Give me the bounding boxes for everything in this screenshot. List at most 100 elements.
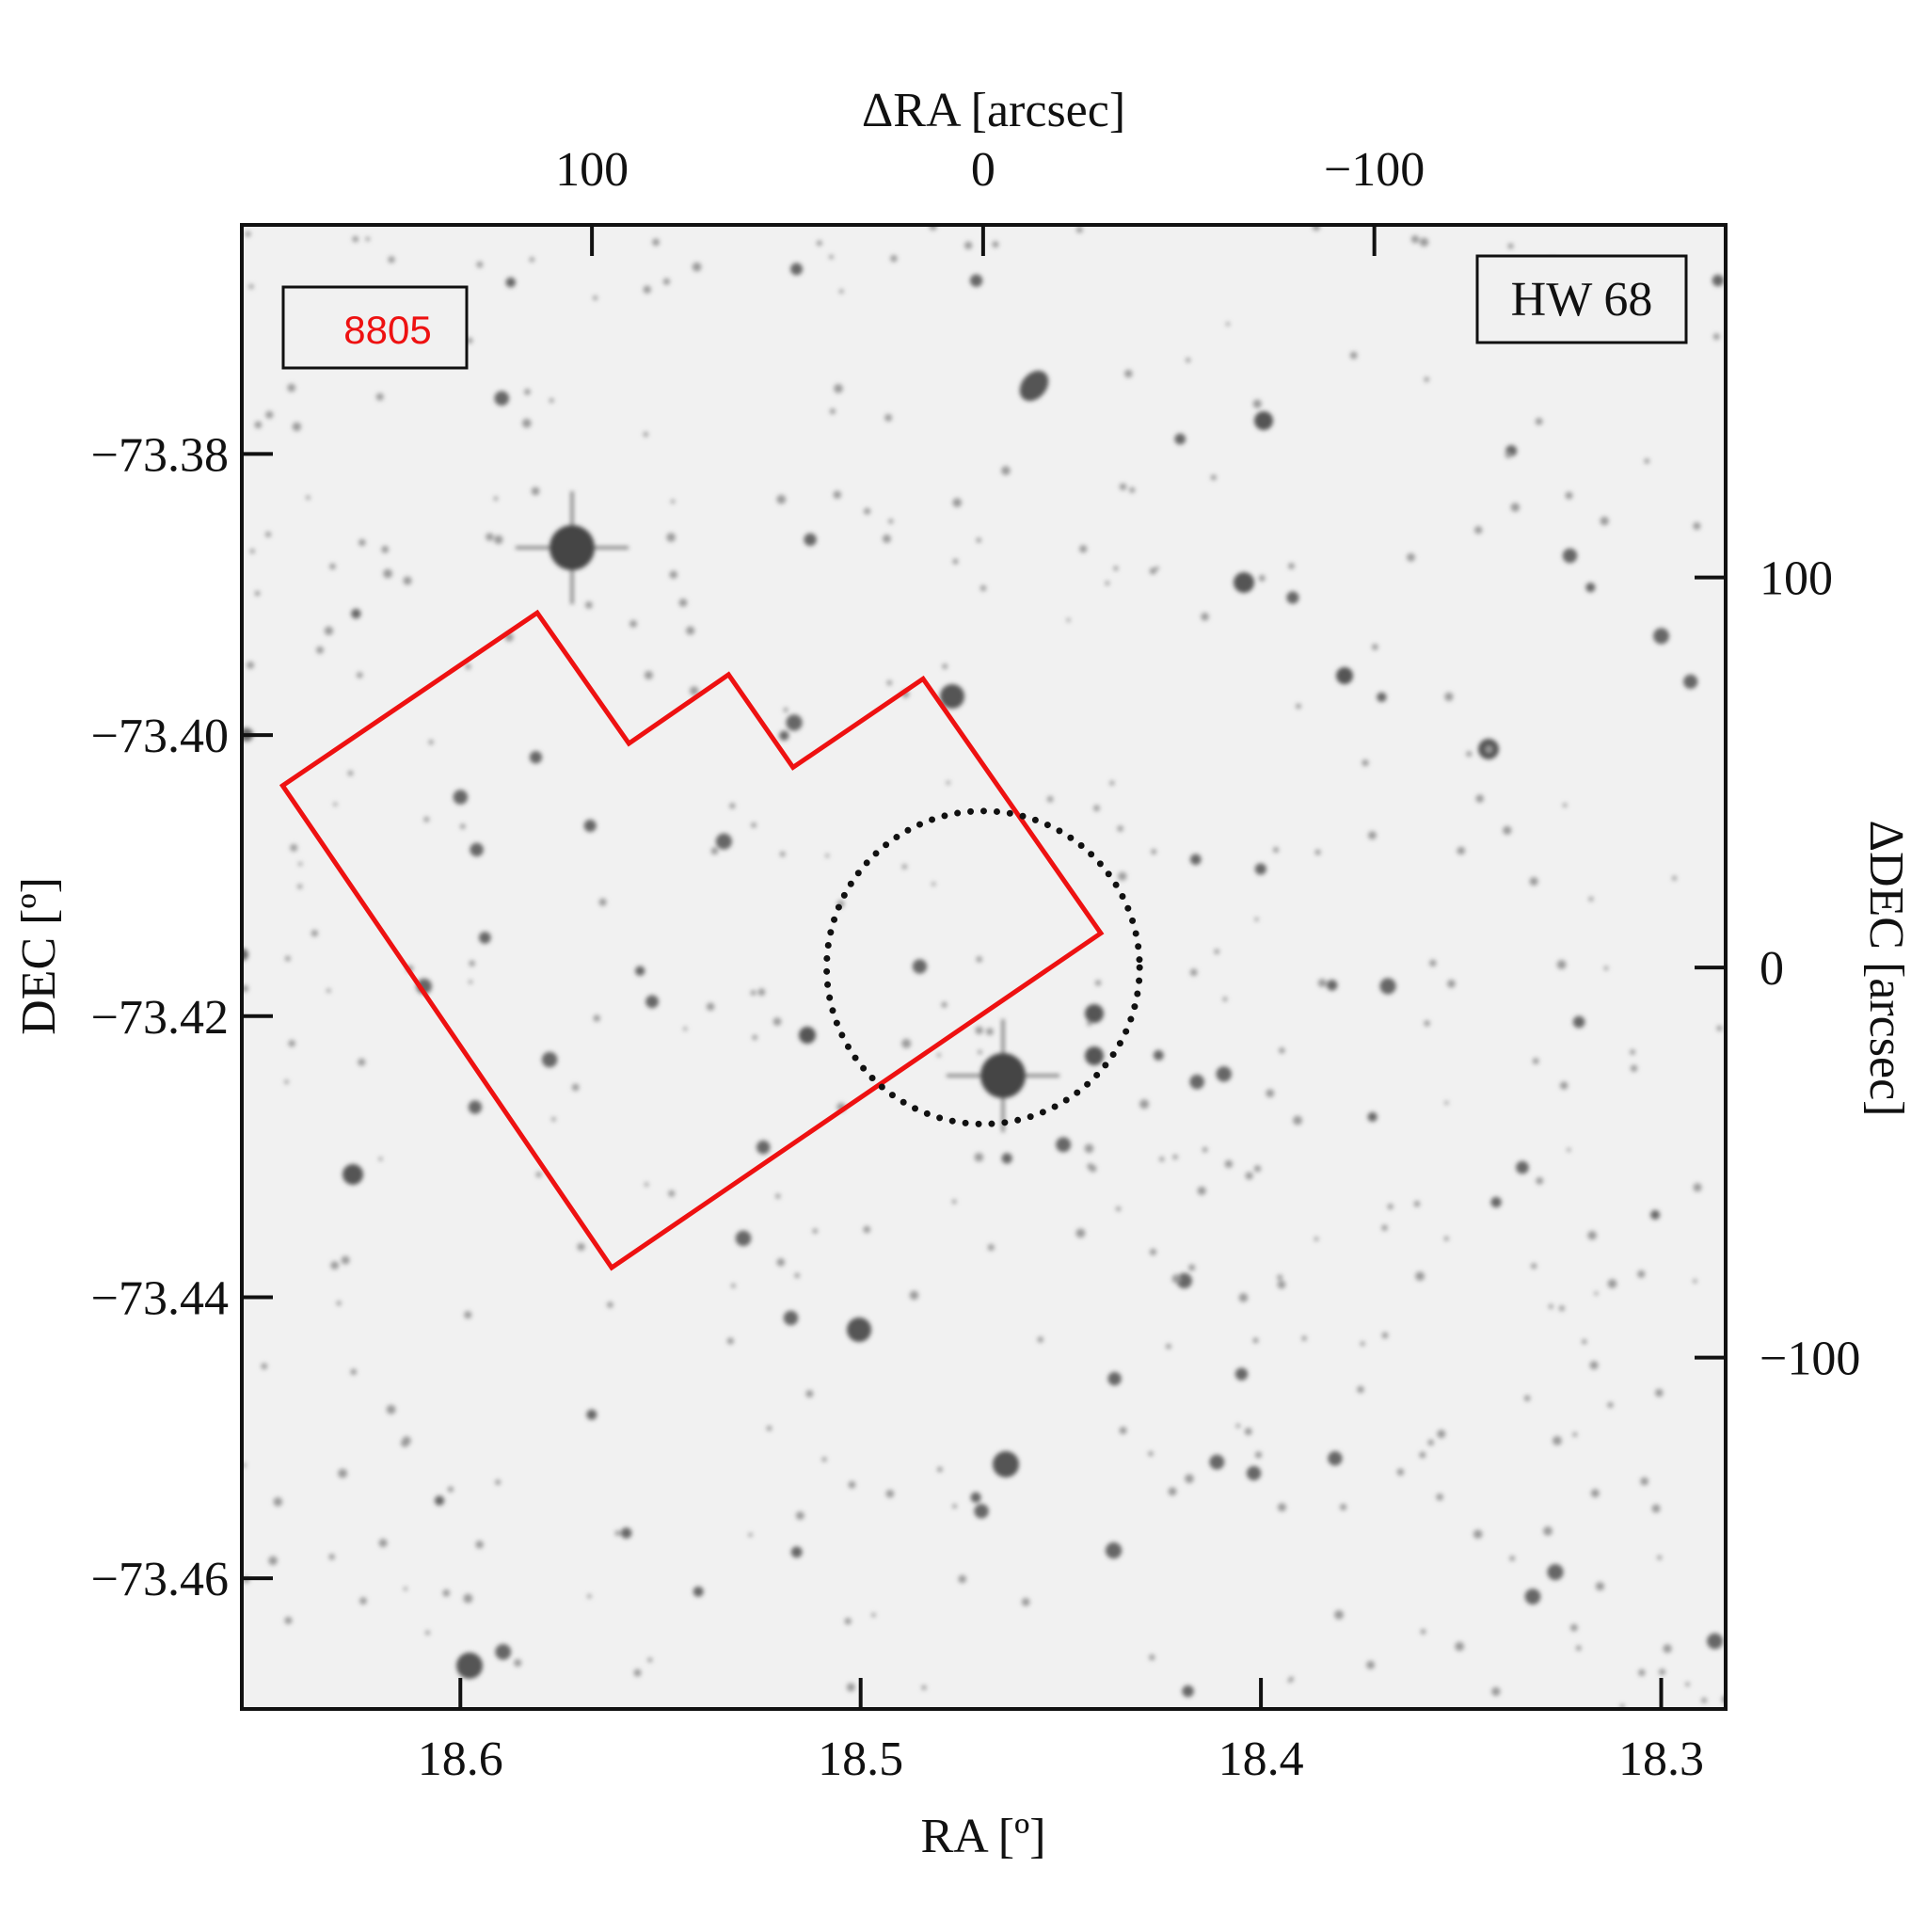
star (1084, 1143, 1094, 1154)
star (1209, 1454, 1225, 1470)
star (1252, 399, 1262, 408)
star (1553, 1435, 1562, 1445)
star (1288, 1676, 1295, 1682)
star (453, 790, 469, 805)
star (1443, 1236, 1449, 1241)
star (951, 1199, 957, 1205)
star (886, 679, 893, 686)
star (976, 537, 981, 543)
star (1225, 322, 1231, 327)
star (1547, 1563, 1564, 1581)
star (635, 966, 645, 976)
y-tick-label: −73.38 (91, 428, 229, 482)
star (1139, 1099, 1150, 1110)
star (514, 1659, 522, 1668)
star (750, 990, 756, 996)
star (1095, 980, 1102, 986)
star (1109, 780, 1115, 786)
legend-box (281, 285, 469, 370)
star (1671, 875, 1678, 881)
star (459, 823, 466, 829)
star (799, 1027, 816, 1044)
star (585, 601, 593, 609)
star (1529, 877, 1538, 886)
star (1590, 1489, 1600, 1498)
star (1046, 795, 1054, 803)
star (521, 418, 532, 428)
star (748, 1532, 753, 1538)
star (378, 1539, 388, 1548)
star (964, 241, 973, 249)
star (551, 1116, 556, 1122)
star (1693, 1183, 1702, 1192)
star (757, 988, 766, 997)
star (336, 1301, 342, 1306)
star (1516, 1160, 1529, 1174)
star (338, 1468, 348, 1478)
star (403, 1587, 408, 1591)
star (936, 1053, 942, 1058)
star (786, 714, 803, 731)
star (1509, 1556, 1516, 1561)
star (1377, 692, 1387, 703)
star (1603, 966, 1609, 971)
star (795, 1511, 804, 1520)
star (1589, 1361, 1599, 1370)
star (1466, 751, 1473, 758)
star (463, 1593, 473, 1604)
star (833, 490, 842, 499)
star (1368, 831, 1377, 840)
star (987, 1243, 995, 1252)
star (633, 1669, 642, 1677)
star (1644, 458, 1650, 464)
star (1585, 583, 1596, 593)
star (1075, 1228, 1086, 1238)
star (386, 1404, 396, 1414)
star (261, 1363, 268, 1370)
star (365, 236, 371, 242)
star (1379, 978, 1396, 995)
star (468, 1100, 483, 1114)
star (662, 278, 670, 285)
star (352, 235, 359, 243)
star (909, 1290, 919, 1301)
star (1630, 1064, 1638, 1072)
star (1201, 613, 1209, 621)
star (324, 626, 334, 635)
x-tick-label: 18.6 (418, 1732, 503, 1786)
star (1254, 863, 1266, 875)
star (735, 1230, 752, 1247)
star (1245, 1172, 1253, 1180)
star (683, 1027, 688, 1031)
star (1296, 703, 1301, 710)
star (1234, 572, 1254, 593)
star (942, 663, 948, 670)
star (1413, 1201, 1421, 1207)
star (644, 1182, 649, 1187)
star (1129, 487, 1136, 493)
y2-tick-label: 0 (1760, 942, 1784, 996)
star (1159, 1157, 1165, 1162)
star (479, 932, 491, 944)
star (766, 1425, 772, 1431)
star (1415, 1271, 1425, 1282)
star (1286, 591, 1299, 604)
star (1600, 517, 1609, 526)
star (593, 1014, 600, 1022)
star (1124, 369, 1133, 378)
y2-axis-label: ΔDEC [arcsec] (1859, 821, 1913, 1117)
star (1105, 1541, 1123, 1559)
star (350, 1368, 358, 1376)
star (752, 1034, 757, 1041)
star (1653, 628, 1670, 645)
star (882, 535, 891, 543)
star (268, 1556, 278, 1566)
star (838, 289, 844, 294)
star (936, 1466, 943, 1473)
star (1056, 1137, 1072, 1153)
star (834, 384, 843, 393)
y-tick-label: −73.44 (91, 1271, 229, 1325)
star (378, 1157, 383, 1161)
star (287, 383, 296, 392)
star (1266, 1089, 1275, 1098)
